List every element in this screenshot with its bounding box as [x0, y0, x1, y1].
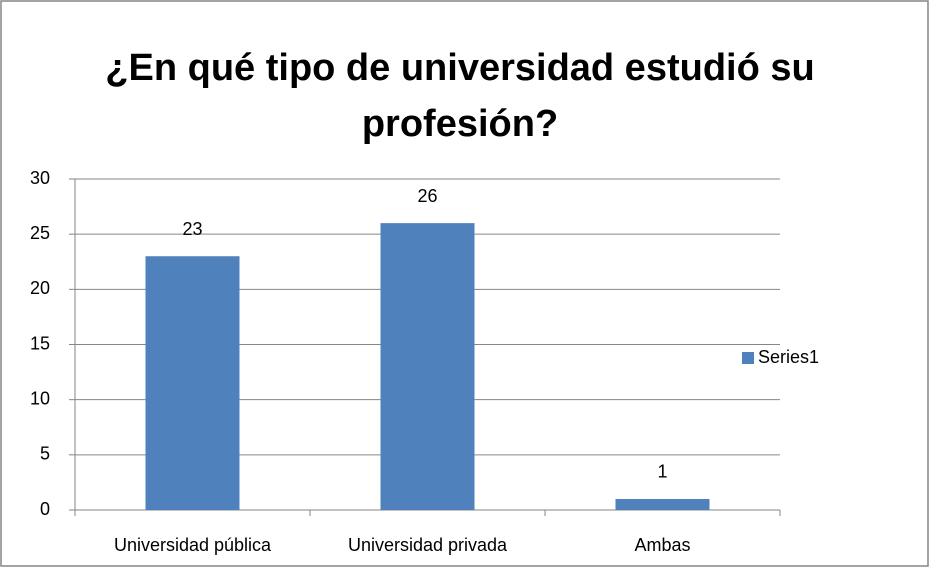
- legend-label: Series1: [758, 347, 819, 367]
- y-tick-label: 5: [40, 444, 50, 464]
- bar: [380, 223, 475, 510]
- y-tick-label: 20: [30, 278, 50, 298]
- chart-title: ¿En qué tipo de universidad estudió su p…: [105, 47, 815, 145]
- legend-swatch: [742, 352, 754, 364]
- y-tick-label: 10: [30, 388, 50, 408]
- bar: [615, 498, 710, 510]
- x-tick-label: Ambas: [634, 535, 690, 555]
- x-tick-label: Universidad privada: [348, 535, 508, 555]
- y-tick-label: 30: [30, 168, 50, 188]
- x-tick-label: Universidad pública: [114, 535, 272, 555]
- data-label: 26: [417, 186, 437, 206]
- data-label: 23: [182, 219, 202, 239]
- bar: [145, 256, 240, 510]
- y-tick-label: 25: [30, 223, 50, 243]
- y-tick-label: 0: [40, 499, 50, 519]
- y-tick-label: 15: [30, 333, 50, 353]
- data-label: 1: [657, 462, 667, 482]
